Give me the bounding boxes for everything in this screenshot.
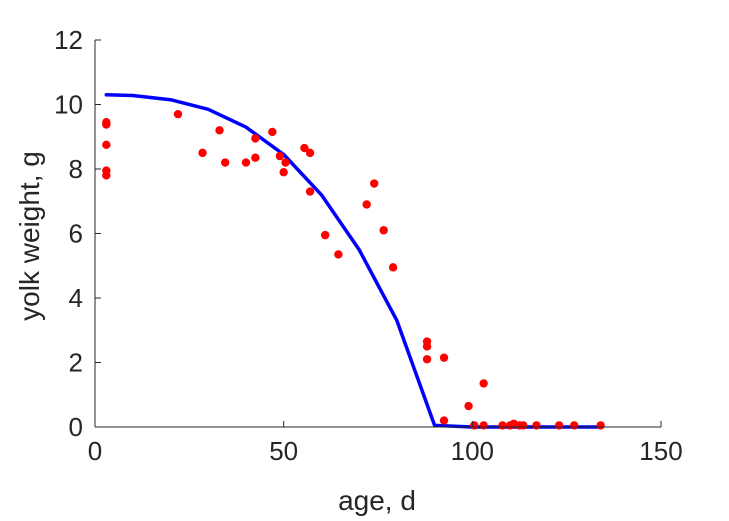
data-point [268,127,277,137]
data-point [279,168,288,177]
y-tick-label: 4 [69,283,83,313]
data-point [215,126,224,135]
data-point [422,342,432,351]
data-point [379,226,388,235]
x-tick-label: 100 [451,436,494,466]
data-point [241,158,251,167]
x-tick-label: 0 [88,436,102,466]
data-point [305,187,315,196]
x-tick-label: 150 [639,436,682,466]
data-point [173,109,183,119]
y-axis-title: yolk weight, g [14,151,45,321]
data-point [102,140,111,150]
y-tick-label: 2 [69,348,83,378]
y-tick-label: 0 [69,412,83,442]
data-point [479,421,488,430]
data-point [102,120,111,129]
fit-curve-line [104,93,603,429]
data-point [251,153,260,162]
data-point [519,421,528,430]
x-axis-title: age, d [338,485,416,516]
data-point [439,353,449,362]
y-tick-label: 12 [54,25,83,55]
data-point [275,151,285,161]
data-point [470,421,479,430]
data-point [479,379,488,388]
data-point [370,179,379,188]
data-point [281,158,290,167]
data-point [570,421,579,430]
data-point [596,421,605,430]
data-point [102,171,111,180]
y-tick-label: 8 [69,154,83,184]
data-point [305,148,315,158]
x-tick-label: 50 [269,436,298,466]
data-point [320,230,330,240]
data-point [532,421,541,430]
axes: 0 50 100 150 0 2 4 6 8 10 12 [54,25,683,466]
data-point [220,158,230,167]
data-point [388,263,398,272]
data-point [198,148,207,158]
data-point [554,421,564,430]
data-point [498,421,507,430]
data-point [362,200,371,209]
data-point [251,134,260,143]
y-tick-label: 6 [69,219,83,249]
y-tick-label: 10 [54,90,83,120]
data-point [300,143,309,153]
plot-area [102,93,605,430]
data-point [334,250,343,259]
data-point [422,355,432,364]
data-point [464,401,473,411]
data-point [439,416,449,425]
